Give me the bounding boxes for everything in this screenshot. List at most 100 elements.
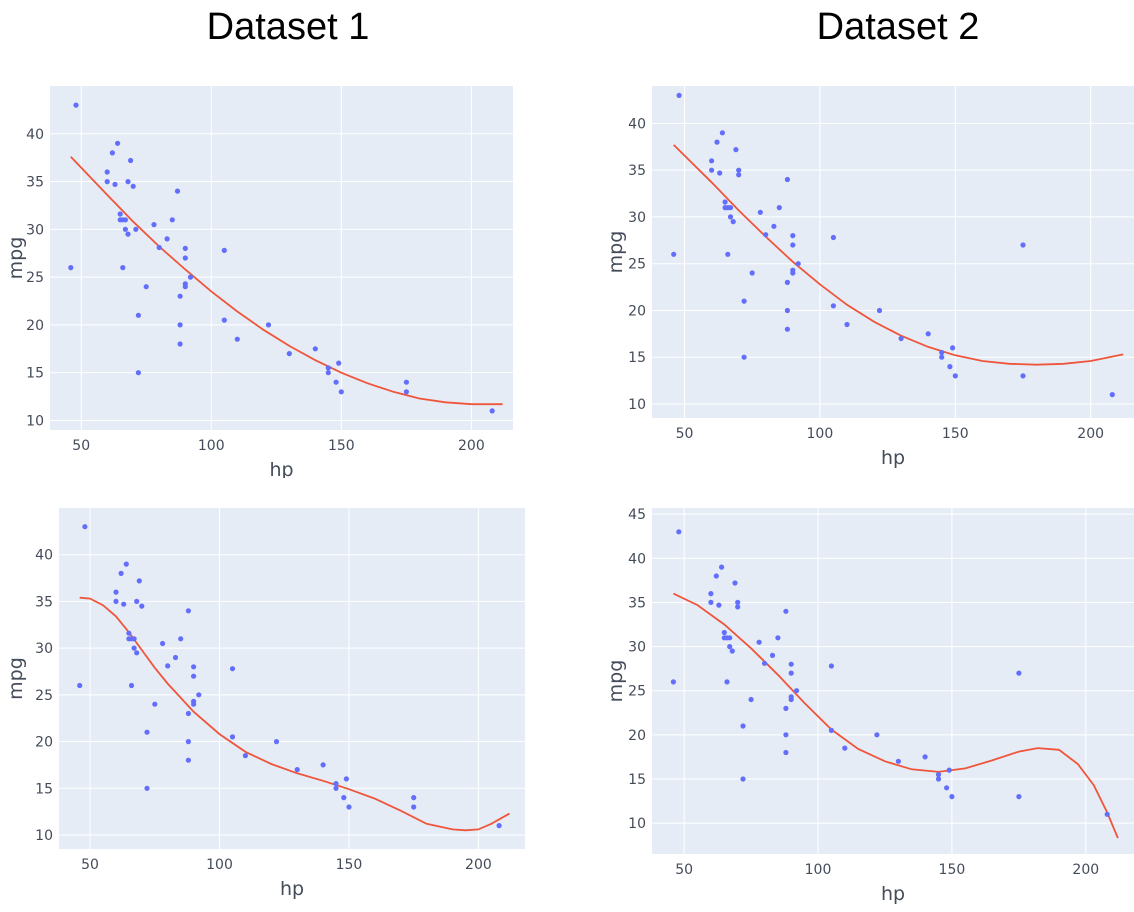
data-point bbox=[185, 757, 191, 763]
data-point bbox=[946, 767, 952, 773]
data-point bbox=[115, 140, 121, 146]
data-point bbox=[165, 663, 171, 669]
data-point bbox=[708, 599, 714, 605]
data-point bbox=[784, 326, 790, 332]
data-point bbox=[156, 244, 162, 251]
data-point bbox=[830, 234, 836, 241]
data-point bbox=[185, 608, 191, 614]
data-point bbox=[125, 179, 131, 185]
data-point bbox=[1016, 794, 1022, 800]
data-point bbox=[130, 183, 136, 189]
data-point bbox=[177, 293, 183, 299]
data-point bbox=[771, 223, 777, 229]
data-point bbox=[343, 776, 349, 782]
data-point bbox=[273, 739, 280, 745]
scatter-plot-dataset-1-bottom: 50 100 150 200 10 15 20 25 30 35 40 hp mpg bbox=[5, 508, 525, 900]
data-point bbox=[736, 172, 742, 178]
data-point bbox=[185, 739, 191, 745]
x-tick-label: 50 bbox=[675, 862, 693, 878]
data-point bbox=[788, 661, 794, 667]
data-point bbox=[118, 570, 124, 576]
dataset-1-title: Dataset 1 bbox=[206, 6, 370, 48]
data-point bbox=[125, 231, 131, 237]
data-point bbox=[131, 636, 137, 642]
data-point bbox=[136, 578, 142, 584]
y-tick-label: 20 bbox=[26, 318, 44, 334]
data-point bbox=[135, 370, 141, 376]
y-tick-label: 35 bbox=[35, 594, 53, 610]
y-tick-label: 15 bbox=[26, 366, 44, 382]
data-point bbox=[783, 732, 789, 738]
data-point bbox=[732, 580, 738, 586]
data-point bbox=[895, 758, 901, 764]
data-point bbox=[185, 710, 191, 717]
fit-curve bbox=[79, 596, 510, 832]
data-point bbox=[128, 682, 135, 689]
data-point bbox=[844, 321, 850, 328]
data-point bbox=[191, 701, 197, 707]
scatter-plot-dataset-2-top: 50 100 150 200 10 15 20 25 30 35 40 hp mpg bbox=[605, 86, 1134, 469]
data-point bbox=[776, 205, 782, 211]
data-point bbox=[769, 652, 776, 658]
y-tick-label: 30 bbox=[628, 640, 646, 656]
data-point bbox=[294, 767, 300, 773]
data-point bbox=[346, 804, 352, 810]
x-tick-label: 150 bbox=[939, 862, 966, 878]
data-point bbox=[128, 157, 134, 164]
y-tick-label: 35 bbox=[26, 175, 44, 191]
data-point bbox=[338, 389, 344, 395]
data-point bbox=[828, 663, 834, 669]
data-point bbox=[763, 232, 769, 238]
data-point bbox=[922, 754, 928, 760]
data-point bbox=[144, 785, 150, 791]
data-point bbox=[714, 139, 720, 145]
data-point bbox=[898, 335, 904, 342]
data-point bbox=[229, 666, 236, 672]
x-tick-label: 150 bbox=[336, 857, 363, 873]
data-point bbox=[729, 648, 735, 654]
y-tick-label: 10 bbox=[628, 397, 646, 413]
y-tick-label: 15 bbox=[35, 781, 53, 797]
x-tick-label: 150 bbox=[328, 438, 355, 454]
data-point bbox=[221, 317, 227, 323]
data-point bbox=[152, 701, 158, 707]
y-tick-label: 40 bbox=[35, 548, 53, 564]
data-point bbox=[182, 284, 188, 290]
data-point bbox=[727, 214, 734, 220]
data-point bbox=[122, 226, 128, 232]
data-point bbox=[671, 251, 677, 257]
data-point bbox=[950, 345, 956, 351]
y-tick-label: 40 bbox=[628, 551, 646, 567]
plot-background bbox=[652, 86, 1134, 418]
data-point bbox=[790, 270, 796, 276]
data-point bbox=[196, 692, 202, 698]
data-point bbox=[126, 630, 132, 636]
data-point bbox=[708, 591, 714, 597]
data-point bbox=[784, 176, 790, 183]
data-point bbox=[935, 776, 942, 782]
data-point bbox=[727, 644, 733, 650]
data-point bbox=[164, 236, 170, 242]
data-point bbox=[735, 599, 741, 605]
data-point bbox=[828, 727, 834, 733]
data-point bbox=[191, 673, 197, 679]
data-point bbox=[82, 524, 88, 530]
data-point bbox=[113, 598, 119, 604]
data-point bbox=[403, 389, 409, 395]
data-point bbox=[177, 341, 183, 347]
data-point bbox=[131, 645, 137, 651]
data-point bbox=[169, 217, 175, 223]
data-point bbox=[221, 247, 227, 253]
data-point bbox=[944, 785, 950, 791]
data-point bbox=[788, 670, 794, 676]
x-axis-title: hp bbox=[881, 447, 905, 469]
y-tick-label: 40 bbox=[628, 116, 646, 132]
y-tick-label: 15 bbox=[628, 772, 646, 788]
data-point bbox=[952, 373, 958, 379]
data-point bbox=[1020, 373, 1026, 379]
y-tick-label: 30 bbox=[26, 222, 44, 238]
data-point bbox=[775, 635, 781, 641]
data-point bbox=[939, 349, 945, 356]
data-point bbox=[947, 364, 953, 370]
data-point bbox=[784, 307, 790, 314]
